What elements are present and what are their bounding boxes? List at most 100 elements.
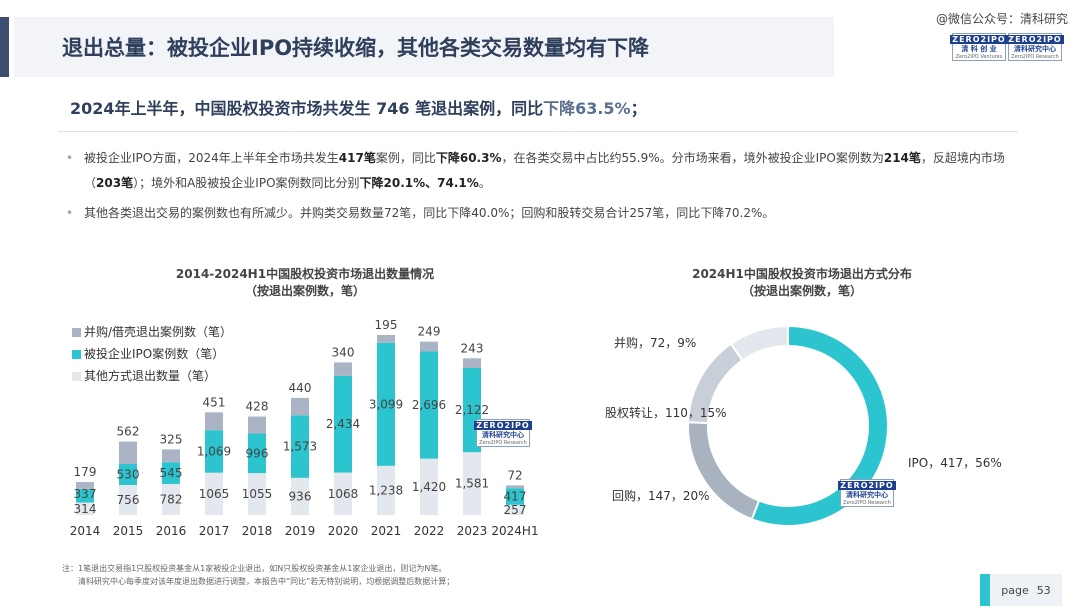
bar-value-label: 1055 [242, 487, 273, 501]
x-tick-label: 2024H1 [491, 524, 538, 538]
title-accent-bar [0, 17, 9, 77]
bar-value-label: 1,420 [412, 480, 446, 494]
x-tick-label: 2018 [242, 524, 273, 538]
logo-en-text: Zero2IPO Research [479, 439, 527, 446]
bullet-text: ，在各类交易中占比约55.9%。分市场来看，境外被投企业IPO案例数为 [501, 151, 884, 165]
bullet-bold: 417笔 [338, 151, 376, 165]
watermark: @微信公众号：清科研究 [935, 12, 1068, 26]
legend-swatch [72, 349, 81, 359]
bar-segment [420, 341, 438, 352]
legend-swatch [72, 327, 81, 337]
bar-segment [162, 462, 180, 484]
x-tick-label: 2014 [70, 524, 101, 538]
bullet-bold: 203笔 [96, 176, 134, 190]
ventures-logo: ZERO2IPO 清 科 创 业 Zero2IPO Ventures [950, 33, 1008, 61]
bullet-text: 案例，同比 [375, 151, 436, 165]
logo-cn-text: 清科研究中心 [482, 430, 524, 439]
legend-item: 被投企业IPO案例数（笔） [72, 343, 232, 365]
bar-value-label: 1068 [328, 487, 359, 501]
bullet-text: 被投企业IPO方面，2024年上半年全市场共发生 [84, 151, 339, 165]
bar-segment [76, 489, 94, 503]
bar-chart-legend: 并购/借壳退出案例数（笔） 被投企业IPO案例数（笔） 其他方式退出数量（笔） [72, 321, 232, 387]
logo-en-text: Zero2IPO Research [843, 499, 891, 506]
bar-value-label: 996 [246, 446, 269, 460]
bar-value-label: 1,581 [455, 477, 489, 491]
bar-segment [463, 452, 481, 515]
bar-segment [205, 412, 223, 431]
bar-segment [248, 473, 266, 515]
bar-segment [334, 362, 352, 376]
logo-top-text: ZERO2IPO [474, 420, 532, 430]
bar-segment [334, 472, 352, 515]
bar-value-label: 2,696 [412, 398, 446, 412]
bar-segment [291, 477, 309, 515]
logo-en-text: Zero2IPO Research [1011, 53, 1059, 60]
page-title: 退出总量：被投企业IPO持续收缩，其他各类交易数量均有下降 [62, 36, 650, 60]
bar-value-label: 782 [160, 492, 183, 506]
logo-top-text: ZERO2IPO [1006, 34, 1064, 44]
footnote-line: 注：1笔退出交易指1只股权投资基金从1家被投企业退出，如N只股权投资基金从1家企… [62, 564, 447, 573]
bar-value-label: 2,122 [455, 403, 489, 417]
bar-value-label: 337 [74, 487, 97, 501]
bullet-bold: 下降60.3% [435, 151, 502, 165]
summary-headline: 2024年上半年，中国股权投资市场共发生 746 笔退出案例，同比下降63.5%… [70, 95, 647, 119]
bar-chart-title-line: （按退出案例数，笔） [244, 284, 365, 298]
bullet-text: ）；境外和A股被投企业IPO案例数同比分别 [133, 176, 360, 190]
donut-slice-label: 回购，147，20% [612, 488, 710, 503]
logo-top-text: ZERO2IPO [838, 480, 896, 490]
bar-chart-watermark-logo: ZERO2IPO 清科研究中心 Zero2IPO Research [474, 419, 532, 447]
donut-chart-watermark-logo: ZERO2IPO 清科研究中心 Zero2IPO Research [838, 479, 896, 507]
legend-label: 其他方式退出数量（笔） [84, 369, 217, 383]
research-logo: ZERO2IPO 清科研究中心 Zero2IPO Research [1006, 33, 1064, 61]
divider [58, 131, 1018, 132]
bar-segment [119, 484, 137, 515]
bar-segment [291, 415, 309, 478]
legend-label: 并购/借壳退出案例数（笔） [84, 325, 233, 339]
bar-value-label: 314 [74, 502, 97, 516]
bar-value-label: 1,238 [369, 483, 403, 497]
page-number-badge: page 53 [980, 574, 1062, 606]
bar-segment [377, 465, 395, 515]
donut-slice-label: 股权转让，110，15% [605, 405, 727, 420]
logo-cn-text: 清 科 创 业 [961, 44, 997, 53]
footnote-line: 清科研究中心每季度对该年度退出数据进行调整，本报告中“同比”若无特别说明，均根据… [78, 577, 455, 586]
logo-top-text: ZERO2IPO [950, 34, 1008, 44]
bar-segment [463, 358, 481, 368]
bullet-text: 其他各类退出交易的案例数也有所减少。并购类交易数量72笔，同比下降40.0%；回… [84, 206, 775, 220]
bar-value-label: 936 [289, 489, 312, 503]
x-tick-label: 2019 [285, 524, 316, 538]
bar-value-label: 562 [117, 425, 140, 439]
donut-slice [750, 324, 889, 527]
page-number: 53 [1036, 583, 1051, 597]
bar-value-label: 1,069 [197, 444, 231, 458]
bar-value-label: 417 [504, 490, 527, 504]
bar-value-label: 179 [74, 465, 97, 479]
bar-segment [205, 472, 223, 515]
bar-segment [248, 416, 266, 434]
x-tick-label: 2017 [199, 524, 230, 538]
bar-value-label: 249 [418, 325, 441, 339]
bar-value-label: 257 [504, 503, 527, 517]
donut-slice-label: 并购，72，9% [614, 335, 696, 350]
bullet-ipo: 被投企业IPO方面，2024年上半年全市场共发生417笔案例，同比下降60.3%… [66, 146, 1018, 196]
bar-value-label: 3,099 [369, 397, 403, 411]
bar-value-label: 440 [289, 381, 312, 395]
donut-slice-label: IPO，417，56% [908, 456, 1002, 470]
bar-chart-title: 2014-2024H1中国股权投资市场退出数量情况 （按退出案例数，笔） [60, 266, 550, 300]
bar-segment [248, 433, 266, 474]
bar-segment [420, 351, 438, 459]
bar-segment [76, 482, 94, 490]
summary-text: 2024年上半年，中国股权投资市场共发生 746 笔退出案例，同比 [70, 99, 544, 118]
legend-swatch [72, 371, 81, 381]
bar-segment [119, 441, 137, 464]
x-tick-label: 2021 [371, 524, 402, 538]
bar-value-label: 756 [117, 493, 140, 507]
bullet-bold: 214笔 [883, 151, 921, 165]
x-tick-label: 2020 [328, 524, 359, 538]
bar-value-label: 243 [461, 341, 484, 355]
title-band [14, 17, 834, 77]
x-tick-label: 2016 [156, 524, 187, 538]
bar-segment [291, 397, 309, 416]
bar-value-label: 1,573 [283, 440, 317, 454]
